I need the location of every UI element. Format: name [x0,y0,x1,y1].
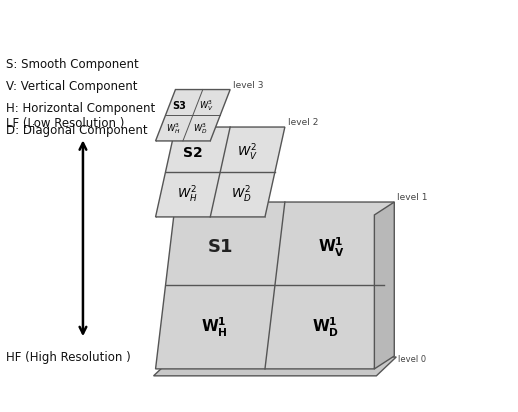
Text: $\mathbf{W^1_V}$: $\mathbf{W^1_V}$ [318,235,345,259]
Text: D: Diagonal Component: D: Diagonal Component [6,124,148,136]
Text: $\mathbf{W^1_D}$: $\mathbf{W^1_D}$ [312,316,339,339]
Text: level 0: level 0 [398,356,426,365]
Text: level 3: level 3 [233,80,264,89]
Text: V: Vertical Component: V: Vertical Component [6,80,138,93]
Text: H: Horizontal Component: H: Horizontal Component [6,102,155,115]
Text: S3: S3 [172,101,186,110]
Text: $W^3_D$: $W^3_D$ [193,121,208,136]
Polygon shape [375,202,394,369]
Text: level 2: level 2 [288,118,318,127]
Text: HF (High Resolution ): HF (High Resolution ) [6,351,131,364]
Polygon shape [153,357,396,376]
Text: $W^2_H$: $W^2_H$ [177,185,197,205]
Text: S1: S1 [208,238,233,256]
Polygon shape [155,89,230,141]
Text: S: Smooth Component: S: Smooth Component [6,58,139,71]
Text: LF (Low Resolution ): LF (Low Resolution ) [6,117,125,129]
Text: $\mathbf{W^1_H}$: $\mathbf{W^1_H}$ [201,316,228,339]
Polygon shape [155,127,285,217]
Text: $W^3_V$: $W^3_V$ [199,98,214,113]
Text: level 1: level 1 [397,193,428,202]
Polygon shape [155,202,394,369]
Text: $W^2_D$: $W^2_D$ [231,185,252,205]
Text: $W^3_H$: $W^3_H$ [166,121,180,136]
Text: $W^2_V$: $W^2_V$ [237,143,258,163]
Text: S2: S2 [183,146,203,160]
